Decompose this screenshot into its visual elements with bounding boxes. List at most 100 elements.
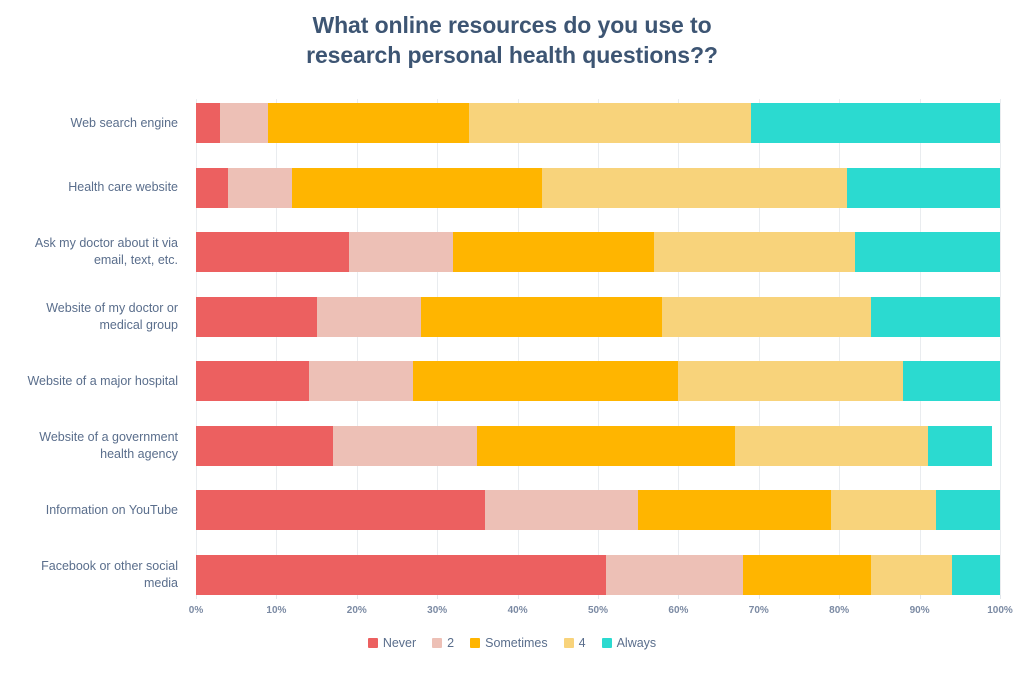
x-tick-mark [1000, 595, 1001, 599]
bar-segment-always[interactable] [847, 167, 1000, 208]
x-tick-mark [598, 595, 599, 599]
bar-segment-never[interactable] [196, 296, 317, 337]
category-label: Web search engine [0, 103, 178, 143]
bar-segment-always[interactable] [750, 103, 1000, 143]
bar-row[interactable] [196, 232, 1000, 272]
chart-title: What online resources do you use to rese… [0, 10, 1024, 71]
bar-segment-2[interactable] [606, 554, 743, 595]
x-tick-mark [839, 595, 841, 599]
legend-item[interactable]: 4 [563, 636, 586, 650]
category-label: Health care website [0, 168, 178, 208]
category-label: Website of a government health agency [0, 426, 178, 466]
legend-item[interactable]: Sometimes [470, 636, 548, 650]
category-label: Information on YouTube [0, 490, 178, 530]
x-tick-mark [758, 595, 760, 599]
bar-segment-4[interactable] [734, 425, 928, 466]
x-tick-label: 20% [346, 605, 367, 616]
legend-item[interactable]: Always [601, 636, 657, 650]
bar-segment-always[interactable] [951, 554, 1000, 595]
bar-segment-2[interactable] [332, 425, 478, 466]
bar-segment-4[interactable] [678, 361, 904, 401]
x-tick-label: 70% [748, 605, 769, 616]
bar-segment-4[interactable] [662, 296, 872, 337]
legend-swatch-icon [470, 638, 481, 648]
bar-segment-sometimes[interactable] [413, 361, 679, 401]
legend-item[interactable]: Never [367, 636, 417, 650]
bar-segment-4[interactable] [654, 232, 856, 272]
bar-segment-sometimes[interactable] [477, 425, 735, 466]
bar-segment-2[interactable] [485, 490, 639, 530]
bar-segment-never[interactable] [196, 554, 607, 595]
bar-segment-sometimes[interactable] [421, 296, 663, 337]
bar-segment-4[interactable] [831, 490, 936, 530]
bar-segment-never[interactable] [196, 232, 349, 272]
bar-segment-always[interactable] [903, 361, 1000, 401]
category-label: Website of a major hospital [0, 361, 178, 401]
gridline-100% [1000, 99, 1001, 599]
bar-segment-never[interactable] [196, 167, 229, 208]
bar-row[interactable] [196, 554, 1000, 595]
x-tick-label: 90% [909, 605, 930, 616]
bar-segment-always[interactable] [927, 425, 992, 466]
category-label-line: Facebook or other social [41, 558, 178, 573]
bar-segment-never[interactable] [196, 103, 221, 143]
bar-row[interactable] [196, 103, 1000, 143]
bar-segment-4[interactable] [541, 167, 848, 208]
bar-segment-4[interactable] [469, 103, 751, 143]
bar-segment-never[interactable] [196, 425, 333, 466]
legend-label: Always [616, 636, 657, 650]
bar-row[interactable] [196, 167, 1000, 208]
bar-row[interactable] [196, 296, 1000, 337]
bar-segment-sometimes[interactable] [453, 232, 655, 272]
x-tick-mark [196, 595, 197, 599]
category-label-line: Ask my doctor about it via [34, 236, 178, 251]
category-label-line: medical group [99, 317, 178, 332]
legend-label: 2 [447, 636, 455, 650]
category-label: Ask my doctor about it via email, text, e… [0, 232, 178, 272]
bar-segment-sometimes[interactable] [268, 103, 470, 143]
chart-title-line-2: research personal health questions?? [306, 42, 718, 69]
legend-item[interactable]: 2 [432, 636, 454, 650]
bar-segment-sometimes[interactable] [742, 554, 872, 595]
bar-segment-2[interactable] [228, 167, 293, 208]
category-label-line: health agency [100, 446, 178, 461]
category-label: Facebook or other social media [0, 555, 178, 595]
legend-label: 4 [578, 636, 586, 650]
bar-row[interactable] [196, 361, 1000, 401]
x-tick-label: 10% [266, 605, 287, 616]
bar-segment-2[interactable] [308, 361, 414, 401]
category-label: Website of my doctor or medical group [0, 297, 178, 337]
x-tick-label: 80% [829, 605, 850, 616]
legend-swatch-icon [563, 638, 574, 648]
legend-swatch-icon [432, 638, 443, 648]
bar-segment-sometimes[interactable] [292, 167, 542, 208]
x-tick-label: 100% [987, 605, 1013, 616]
bar-segment-always[interactable] [855, 232, 1000, 272]
category-label-line: Web search engine [70, 115, 178, 130]
bar-segment-always[interactable] [935, 490, 1000, 530]
bar-segment-2[interactable] [348, 232, 454, 272]
bar-segment-always[interactable] [871, 296, 1000, 337]
bar-row[interactable] [196, 490, 1000, 530]
bar-segment-2[interactable] [316, 296, 422, 337]
bar-segment-never[interactable] [196, 361, 309, 401]
plot-area [196, 99, 1001, 599]
legend-swatch-icon [601, 638, 612, 648]
chart-title-line-1: What online resources do you use to [312, 12, 712, 38]
category-label-line: email, text, etc. [93, 253, 178, 267]
x-tick-label: 40% [507, 605, 528, 616]
bar-segment-sometimes[interactable] [638, 490, 832, 530]
x-tick-label: 60% [668, 605, 689, 616]
legend-label: Never [382, 636, 417, 650]
bar-segment-2[interactable] [220, 103, 269, 143]
bar-segment-4[interactable] [871, 554, 952, 595]
x-tick-label: 50% [587, 605, 609, 616]
x-tick-mark [919, 595, 921, 599]
x-tick-label: 30% [427, 605, 448, 616]
category-label-line: Website of a government [39, 429, 178, 444]
x-tick-mark [356, 595, 358, 599]
x-tick-mark [517, 595, 519, 599]
bar-row[interactable] [196, 425, 1000, 466]
bar-segment-never[interactable] [196, 490, 486, 530]
